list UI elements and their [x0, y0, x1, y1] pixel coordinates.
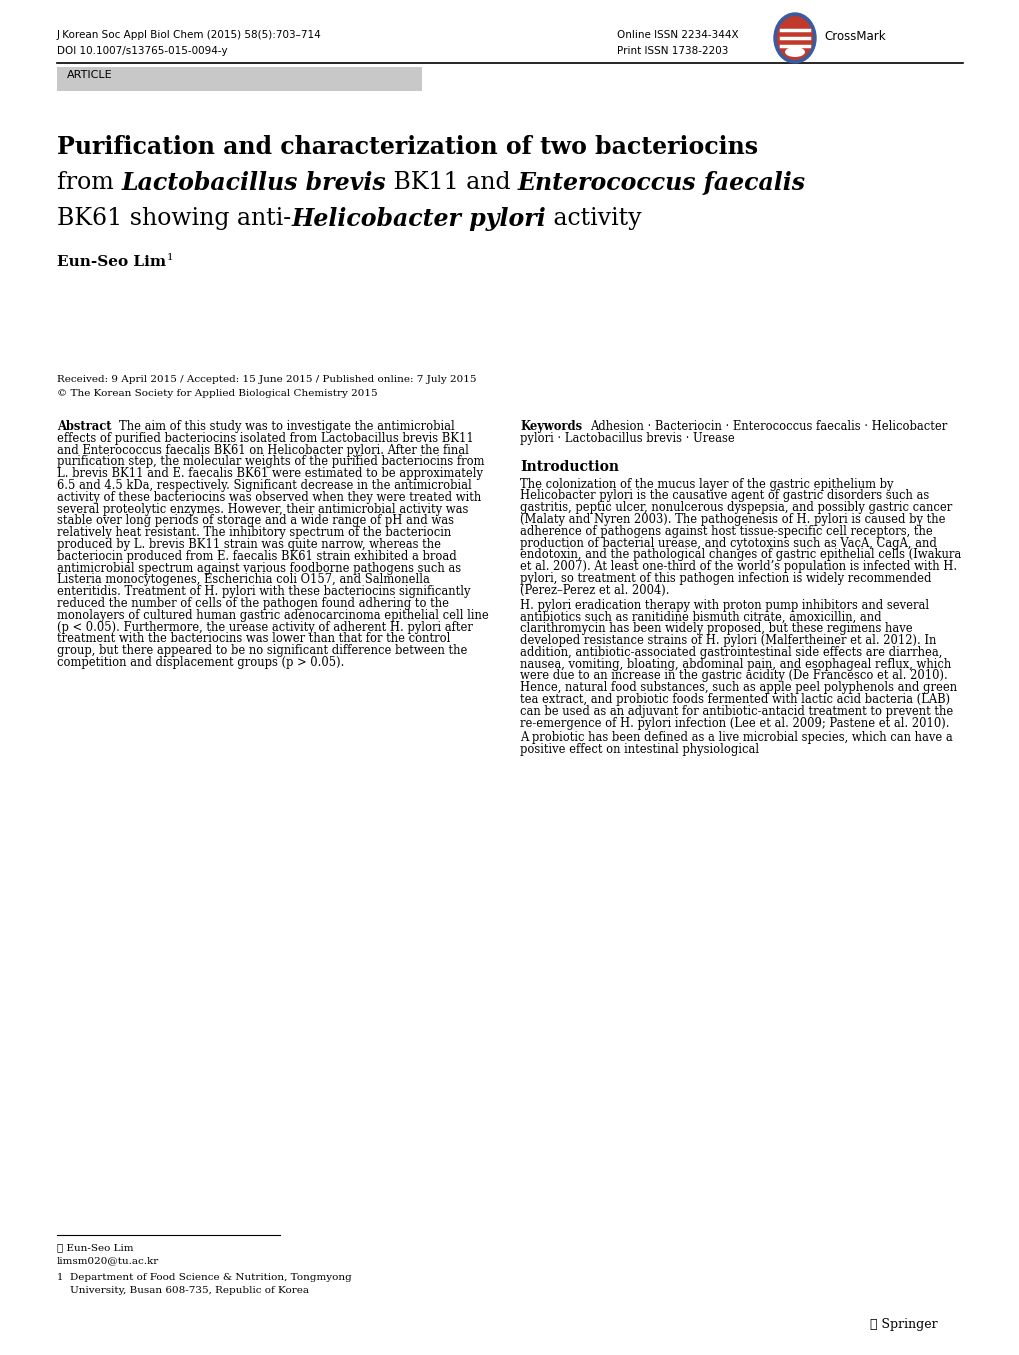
Text: competition and displacement groups (p > 0.05).: competition and displacement groups (p >…: [57, 656, 344, 669]
Text: Helicobacter pylori: Helicobacter pylori: [290, 207, 545, 230]
Ellipse shape: [785, 47, 804, 57]
Text: Listeria monocytogenes, Escherichia coli O157, and Salmonella: Listeria monocytogenes, Escherichia coli…: [57, 573, 429, 587]
Text: J Korean Soc Appl Biol Chem (2015) 58(5):703–714: J Korean Soc Appl Biol Chem (2015) 58(5)…: [57, 30, 321, 41]
Text: were due to an increase in the gastric acidity (De Francesco et al. 2010).: were due to an increase in the gastric a…: [520, 669, 947, 683]
Text: nausea, vomiting, bloating, abdominal pain, and esophageal reflux, which: nausea, vomiting, bloating, abdominal pa…: [520, 657, 951, 671]
Text: produced by L. brevis BK11 strain was quite narrow, whereas the: produced by L. brevis BK11 strain was qu…: [57, 538, 440, 551]
Text: Adhesion · Bacteriocin · Enterococcus faecalis · Helicobacter: Adhesion · Bacteriocin · Enterococcus fa…: [590, 420, 947, 434]
Text: group, but there appeared to be no significant difference between the: group, but there appeared to be no signi…: [57, 644, 467, 657]
Text: Abstract: Abstract: [57, 420, 111, 434]
Text: 1: 1: [167, 253, 173, 262]
Text: developed resistance strains of H. pylori (Malfertheiner et al. 2012). In: developed resistance strains of H. pylor…: [520, 634, 935, 646]
Text: Keywords: Keywords: [520, 420, 582, 434]
Text: stable over long periods of storage and a wide range of pH and was: stable over long periods of storage and …: [57, 515, 453, 527]
Text: can be used as an adjuvant for antibiotic-antacid treatment to prevent the: can be used as an adjuvant for antibioti…: [520, 705, 953, 718]
Text: positive effect on intestinal physiological: positive effect on intestinal physiologi…: [520, 743, 758, 756]
Text: 1: 1: [57, 1272, 63, 1282]
Text: and Enterococcus faecalis BK61 on Helicobacter pylori. After the final: and Enterococcus faecalis BK61 on Helico…: [57, 443, 469, 457]
Text: Enterococcus faecalis: Enterococcus faecalis: [518, 171, 805, 195]
Text: A probiotic has been defined as a live microbial species, which can have a: A probiotic has been defined as a live m…: [520, 732, 952, 744]
Text: CrossMark: CrossMark: [823, 30, 884, 43]
Text: bacteriocin produced from E. faecalis BK61 strain exhibited a broad: bacteriocin produced from E. faecalis BK…: [57, 550, 457, 562]
Text: H. pylori eradication therapy with proton pump inhibitors and several: H. pylori eradication therapy with proto…: [520, 599, 928, 611]
Text: BK61 showing anti-: BK61 showing anti-: [57, 207, 290, 230]
Text: effects of purified bacteriocins isolated from Lactobacillus brevis BK11: effects of purified bacteriocins isolate…: [57, 432, 473, 444]
Text: re-emergence of H. pylori infection (Lee et al. 2009; Pastene et al. 2010).: re-emergence of H. pylori infection (Lee…: [520, 717, 949, 729]
Text: Department of Food Science & Nutrition, Tongmyong: Department of Food Science & Nutrition, …: [70, 1272, 352, 1282]
Text: et al. 2007). At least one-third of the world’s population is infected with H.: et al. 2007). At least one-third of the …: [520, 560, 956, 573]
Text: Received: 9 April 2015 / Accepted: 15 June 2015 / Published online: 7 July 2015: Received: 9 April 2015 / Accepted: 15 Ju…: [57, 375, 476, 383]
Text: (Malaty and Nyren 2003). The pathogenesis of H. pylori is caused by the: (Malaty and Nyren 2003). The pathogenesi…: [520, 514, 945, 526]
FancyBboxPatch shape: [57, 66, 422, 91]
Text: Hence, natural food substances, such as apple peel polyphenols and green: Hence, natural food substances, such as …: [520, 682, 956, 694]
Text: Print ISSN 1738-2203: Print ISSN 1738-2203: [616, 46, 728, 56]
Text: The colonization of the mucus layer of the gastric epithelium by: The colonization of the mucus layer of t…: [520, 477, 893, 491]
Text: monolayers of cultured human gastric adenocarcinoma epithelial cell line: monolayers of cultured human gastric ade…: [57, 608, 488, 622]
Text: activity: activity: [545, 207, 641, 230]
Text: antibiotics such as ranitidine bismuth citrate, amoxicillin, and: antibiotics such as ranitidine bismuth c…: [520, 610, 880, 623]
Ellipse shape: [773, 14, 815, 62]
Text: adherence of pathogens against host tissue-specific cell receptors, the: adherence of pathogens against host tiss…: [520, 524, 931, 538]
Text: production of bacterial urease, and cytotoxins such as VacA, CagA, and: production of bacterial urease, and cyto…: [520, 537, 936, 550]
Text: Ⓢ Springer: Ⓢ Springer: [869, 1318, 936, 1331]
Text: ARTICLE: ARTICLE: [67, 70, 112, 80]
Text: Helicobacter pylori is the causative agent of gastric disorders such as: Helicobacter pylori is the causative age…: [520, 489, 928, 503]
Ellipse shape: [776, 16, 812, 60]
Text: DOI 10.1007/s13765-015-0094-y: DOI 10.1007/s13765-015-0094-y: [57, 46, 227, 56]
Text: (Perez–Perez et al. 2004).: (Perez–Perez et al. 2004).: [520, 584, 668, 596]
Text: limsm020@tu.ac.kr: limsm020@tu.ac.kr: [57, 1256, 159, 1266]
Text: purification step, the molecular weights of the purified bacteriocins from: purification step, the molecular weights…: [57, 455, 484, 469]
Text: 6.5 and 4.5 kDa, respectively. Significant decrease in the antimicrobial: 6.5 and 4.5 kDa, respectively. Significa…: [57, 480, 472, 492]
Text: enteritidis. Treatment of H. pylori with these bacteriocins significantly: enteritidis. Treatment of H. pylori with…: [57, 585, 470, 598]
Text: several proteolytic enzymes. However, their antimicrobial activity was: several proteolytic enzymes. However, th…: [57, 503, 468, 516]
Text: University, Busan 608-735, Republic of Korea: University, Busan 608-735, Republic of K…: [70, 1286, 309, 1295]
Text: BK11 and: BK11 and: [385, 171, 518, 194]
Text: clarithromycin has been widely proposed, but these regimens have: clarithromycin has been widely proposed,…: [520, 622, 912, 635]
Text: from: from: [57, 171, 121, 194]
Text: treatment with the bacteriocins was lower than that for the control: treatment with the bacteriocins was lowe…: [57, 633, 450, 645]
Text: © The Korean Society for Applied Biological Chemistry 2015: © The Korean Society for Applied Biologi…: [57, 389, 377, 398]
Text: Introduction: Introduction: [520, 459, 619, 474]
Text: antimicrobial spectrum against various foodborne pathogens such as: antimicrobial spectrum against various f…: [57, 561, 461, 575]
Text: pylori, so treatment of this pathogen infection is widely recommended: pylori, so treatment of this pathogen in…: [520, 572, 930, 585]
Text: pylori · Lactobacillus brevis · Urease: pylori · Lactobacillus brevis · Urease: [520, 432, 734, 444]
Text: endotoxin, and the pathological changes of gastric epithelial cells (Iwakura: endotoxin, and the pathological changes …: [520, 549, 960, 561]
Text: activity of these bacteriocins was observed when they were treated with: activity of these bacteriocins was obser…: [57, 491, 481, 504]
Text: tea extract, and probiotic foods fermented with lactic acid bacteria (LAB): tea extract, and probiotic foods ferment…: [520, 692, 949, 706]
Text: The aim of this study was to investigate the antimicrobial: The aim of this study was to investigate…: [119, 420, 454, 434]
Text: L. brevis BK11 and E. faecalis BK61 were estimated to be approximately: L. brevis BK11 and E. faecalis BK61 were…: [57, 467, 483, 480]
Text: (p < 0.05). Furthermore, the urease activity of adherent H. pylori after: (p < 0.05). Furthermore, the urease acti…: [57, 621, 473, 634]
Text: gastritis, peptic ulcer, nonulcerous dyspepsia, and possibly gastric cancer: gastritis, peptic ulcer, nonulcerous dys…: [520, 501, 952, 514]
Text: reduced the number of cells of the pathogen found adhering to the: reduced the number of cells of the patho…: [57, 598, 448, 610]
Text: Lactobacillus brevis: Lactobacillus brevis: [121, 171, 385, 195]
Text: Eun-Seo Lim: Eun-Seo Lim: [57, 255, 166, 270]
Text: addition, antibiotic-associated gastrointestinal side effects are diarrhea,: addition, antibiotic-associated gastroin…: [520, 646, 942, 659]
Text: ✉ Eun-Seo Lim: ✉ Eun-Seo Lim: [57, 1243, 133, 1252]
Text: relatively heat resistant. The inhibitory spectrum of the bacteriocin: relatively heat resistant. The inhibitor…: [57, 526, 450, 539]
Text: Purification and characterization of two bacteriocins: Purification and characterization of two…: [57, 136, 757, 159]
Text: Online ISSN 2234-344X: Online ISSN 2234-344X: [616, 30, 738, 41]
